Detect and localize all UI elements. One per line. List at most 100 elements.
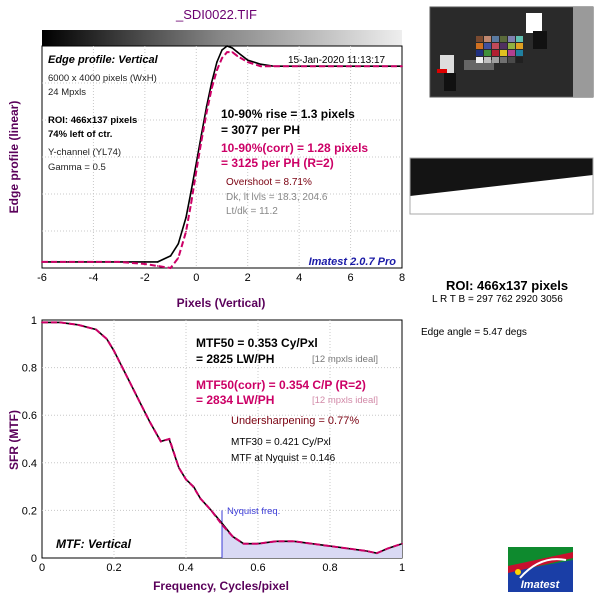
- mtf-tick-labels: 0 0.2 0.4 0.6 0.8 1 0 0.2 0.4 0.6 0.8 1: [22, 315, 405, 574]
- corrected-point: [195, 170, 198, 172]
- corrected-point: [216, 69, 218, 72]
- color-swatches: [476, 36, 523, 63]
- corrected-point: [160, 440, 162, 443]
- nyquist-region: [221, 510, 402, 558]
- corrected-point: [298, 65, 300, 67]
- mtf50-line-1: MTF50 = 0.353 Cy/Pxl: [196, 336, 318, 350]
- measured-point: [210, 81, 213, 84]
- color-swatch: [492, 43, 499, 49]
- corrected-point: [149, 421, 151, 424]
- corrected-point: [205, 111, 208, 114]
- color-swatch: [492, 36, 499, 42]
- corrected-point: [242, 542, 245, 545]
- corrected-point: [347, 547, 349, 550]
- edge-grid: [42, 46, 402, 268]
- x-tick-label: 6: [348, 272, 354, 284]
- y-tick-label: 1: [31, 315, 37, 327]
- x-tick-label: 8: [399, 272, 405, 284]
- color-swatch: [508, 43, 515, 49]
- corrected-point: [92, 261, 95, 263]
- color-swatch: [508, 57, 515, 63]
- color-swatch: [484, 50, 491, 56]
- y-tick-label: 0.6: [22, 410, 37, 422]
- y-tick-label: 0: [31, 553, 37, 565]
- corrected-point: [376, 552, 378, 555]
- logo-text: Imatest: [521, 579, 561, 591]
- corrected-point: [259, 65, 262, 67]
- rise-line-2: = 3077 per PH: [221, 123, 300, 137]
- mtf-nyquist-text: MTF at Nyquist = 0.146: [231, 453, 336, 464]
- roi-size-label: ROI: 466x137 pixels: [446, 278, 569, 293]
- undersharpening-text: Undersharpening = 0.77%: [231, 415, 359, 427]
- corrected-point: [192, 485, 194, 488]
- x-tick-label: 1: [399, 562, 405, 574]
- rise-corr-line-2: = 3125 per PH (R=2): [221, 156, 334, 170]
- color-swatch: [508, 36, 515, 42]
- corrected-point: [365, 550, 367, 552]
- corrected-point: [401, 65, 403, 67]
- y-tick-label: 0.2: [22, 505, 37, 517]
- corrected-point: [106, 338, 108, 340]
- x-tick-label: 0: [193, 272, 199, 284]
- corrected-point: [142, 407, 144, 409]
- roi-line-2: 74% left of ctr.: [48, 129, 112, 140]
- measured-point: [221, 522, 223, 525]
- measured-point: [226, 45, 228, 47]
- dk-lt-line-1: Dk, lt lvls = 18.3, 204.6: [226, 192, 328, 203]
- corrected-point: [131, 385, 133, 388]
- gray-ramp-strip: [42, 30, 402, 46]
- color-swatch: [476, 57, 483, 63]
- measured-point: [144, 261, 146, 263]
- measured-point: [231, 47, 234, 49]
- measured-point: [246, 59, 249, 61]
- color-swatch: [476, 50, 483, 56]
- corrected-point: [221, 57, 223, 59]
- color-swatch: [476, 43, 483, 49]
- color-swatch: [476, 36, 483, 42]
- x-tick-label: -2: [140, 272, 150, 284]
- corrected-point: [178, 466, 180, 469]
- corrected-point: [156, 265, 159, 267]
- corrected-point: [401, 542, 403, 545]
- corrected-point: [177, 257, 180, 259]
- corrected-point: [41, 321, 43, 324]
- color-swatch: [500, 50, 507, 56]
- corrected-point: [221, 523, 223, 526]
- measured-point: [177, 242, 180, 245]
- corrected-point: [232, 535, 234, 538]
- corrected-point: [118, 261, 120, 263]
- x-tick-label: 0: [39, 562, 45, 574]
- measured-point: [221, 49, 223, 51]
- info-line-2: 24 Mpxls: [48, 87, 86, 98]
- edge-series: [41, 45, 403, 270]
- x-tick-label: -6: [37, 272, 47, 284]
- measured-point: [156, 261, 159, 263]
- mtf-series: [41, 321, 403, 555]
- corrected-point: [293, 540, 295, 543]
- dk-lt-line-2: Lt/dk = 11.2: [226, 206, 278, 217]
- x-tick-label: 4: [296, 272, 302, 284]
- color-swatch: [508, 50, 515, 56]
- edge-angle-label: Edge angle = 5.47 degs: [421, 327, 527, 338]
- corrected-point: [210, 509, 212, 512]
- corrected-point: [246, 61, 249, 63]
- x-tick-label: 2: [245, 272, 251, 284]
- color-swatch: [516, 36, 523, 42]
- corrected-point: [272, 65, 275, 67]
- corrected-series-line: [42, 321, 403, 555]
- corrected-point: [199, 497, 202, 500]
- color-swatch: [484, 43, 491, 49]
- color-swatch: [516, 43, 523, 49]
- measured-point: [236, 51, 239, 53]
- corrected-point: [59, 321, 61, 324]
- nyquist-label: Nyquist freq.: [227, 506, 280, 517]
- info-line-1: 6000 x 4000 pixels (WxH): [48, 73, 157, 84]
- x-tick-label: 0.6: [250, 562, 265, 574]
- mtf50-corr-line-2: = 2834 LW/PH: [196, 393, 274, 407]
- corrected-point: [375, 65, 378, 67]
- corrected-point: [41, 261, 43, 263]
- color-swatch: [516, 50, 523, 56]
- file-title: _SDI0022.TIF: [176, 7, 257, 22]
